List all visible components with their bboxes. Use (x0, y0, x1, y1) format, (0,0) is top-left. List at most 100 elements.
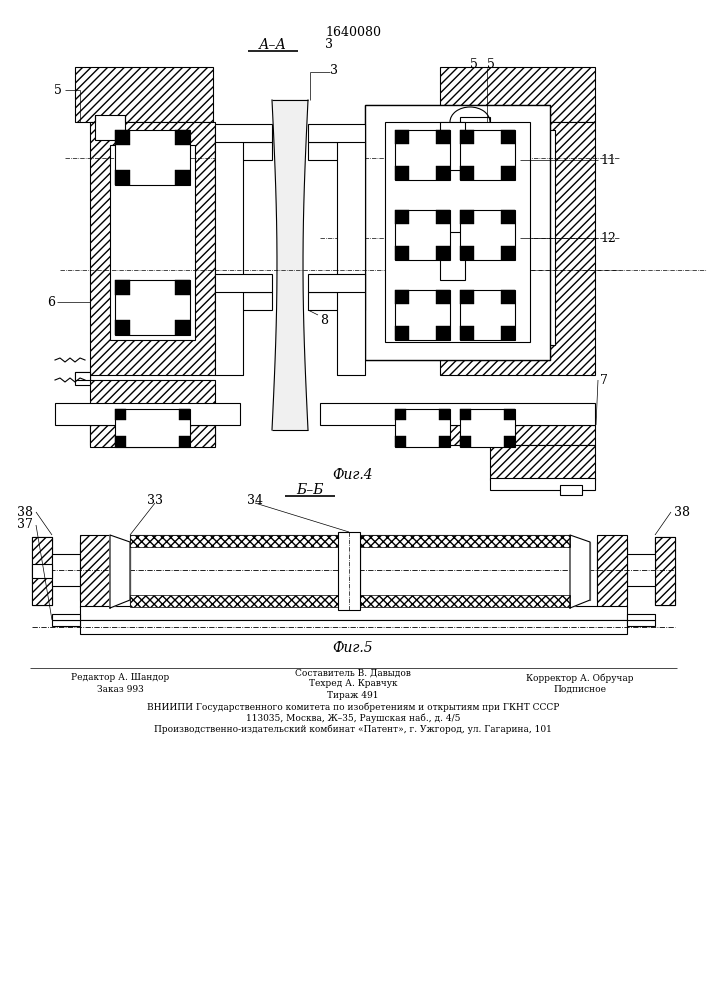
Bar (395, 290, 450, 340)
Bar (460, 166, 474, 180)
Bar (501, 246, 515, 260)
Bar (501, 210, 515, 224)
Bar (490, 445, 595, 480)
Bar (215, 124, 272, 142)
Bar (460, 326, 474, 340)
Bar (501, 290, 515, 304)
Bar (440, 425, 595, 445)
Bar (436, 166, 450, 180)
Text: Заказ 993: Заказ 993 (97, 684, 144, 694)
Bar (80, 542, 110, 600)
Text: 8: 8 (320, 314, 328, 326)
Bar (627, 554, 655, 586)
Text: 5: 5 (487, 58, 495, 72)
Bar (110, 145, 195, 340)
Bar (130, 535, 340, 607)
Text: А–А: А–А (259, 38, 287, 52)
Text: Тираж 491: Тираж 491 (327, 690, 379, 700)
Bar (460, 210, 515, 260)
Bar (385, 122, 530, 342)
Bar (395, 130, 409, 144)
Polygon shape (272, 100, 308, 430)
Bar (337, 140, 365, 375)
Text: 11: 11 (600, 153, 616, 166)
Bar (55, 403, 240, 425)
Bar (436, 246, 450, 260)
Bar (308, 292, 365, 310)
Bar (90, 122, 215, 375)
Bar (440, 232, 465, 280)
Text: Редактор А. Шандор: Редактор А. Шандор (71, 674, 169, 682)
Bar (75, 372, 90, 385)
Bar (627, 614, 655, 620)
Bar (460, 290, 474, 304)
Text: Производственно-издательский комбинат «Патент», г. Ужгород, ул. Гагарина, 101: Производственно-издательский комбинат «П… (154, 724, 552, 734)
Bar (130, 595, 340, 607)
Bar (32, 564, 52, 578)
Bar (395, 326, 409, 340)
Text: 113035, Москва, Ж–35, Раушская наб., д. 4/5: 113035, Москва, Ж–35, Раушская наб., д. … (246, 713, 460, 723)
Bar (115, 170, 130, 185)
Bar (360, 535, 570, 547)
Bar (436, 326, 450, 340)
Text: 12: 12 (600, 232, 616, 244)
Bar (115, 409, 126, 420)
Bar (80, 535, 110, 607)
Bar (338, 532, 360, 610)
Bar (655, 537, 675, 605)
Bar (395, 290, 409, 304)
Bar (75, 372, 90, 380)
Bar (115, 320, 130, 335)
Bar (490, 478, 595, 490)
Text: Корректор А. Обручар: Корректор А. Обручар (526, 673, 633, 683)
Bar (360, 535, 570, 607)
Bar (460, 290, 515, 340)
Bar (627, 620, 655, 626)
Text: Фиг.4: Фиг.4 (333, 468, 373, 482)
Text: 3: 3 (330, 64, 338, 77)
Bar (395, 130, 450, 180)
Bar (90, 425, 215, 447)
Bar (395, 210, 409, 224)
Bar (337, 140, 365, 375)
Bar (440, 122, 595, 375)
Text: Б–Б: Б–Б (296, 483, 324, 497)
Bar (504, 436, 515, 447)
Bar (175, 170, 190, 185)
Bar (460, 130, 474, 144)
Bar (130, 535, 340, 547)
Text: Подписное: Подписное (554, 684, 607, 694)
Bar (439, 409, 450, 420)
Text: 38: 38 (17, 506, 33, 518)
Bar (215, 140, 243, 375)
Bar (32, 537, 52, 605)
Bar (115, 280, 130, 295)
Text: 5: 5 (54, 84, 62, 97)
Bar (115, 409, 190, 447)
Bar (360, 595, 570, 607)
Text: 5: 5 (470, 58, 478, 72)
Bar (570, 542, 590, 600)
Bar (460, 246, 474, 260)
Bar (80, 606, 627, 620)
Polygon shape (570, 535, 590, 608)
Bar (52, 620, 80, 626)
Bar (308, 274, 365, 292)
Bar (460, 409, 515, 447)
Bar (395, 166, 409, 180)
Text: 37: 37 (17, 518, 33, 532)
Bar (440, 122, 465, 170)
Bar (115, 130, 190, 185)
Bar (175, 320, 190, 335)
Bar (215, 292, 272, 310)
Bar (395, 409, 406, 420)
Bar (436, 130, 450, 144)
Bar (436, 290, 450, 304)
Bar (215, 142, 272, 160)
Bar (365, 105, 550, 360)
Bar (501, 326, 515, 340)
Text: 38: 38 (674, 506, 690, 518)
Text: 33: 33 (147, 493, 163, 506)
Bar (439, 436, 450, 447)
Bar (501, 166, 515, 180)
